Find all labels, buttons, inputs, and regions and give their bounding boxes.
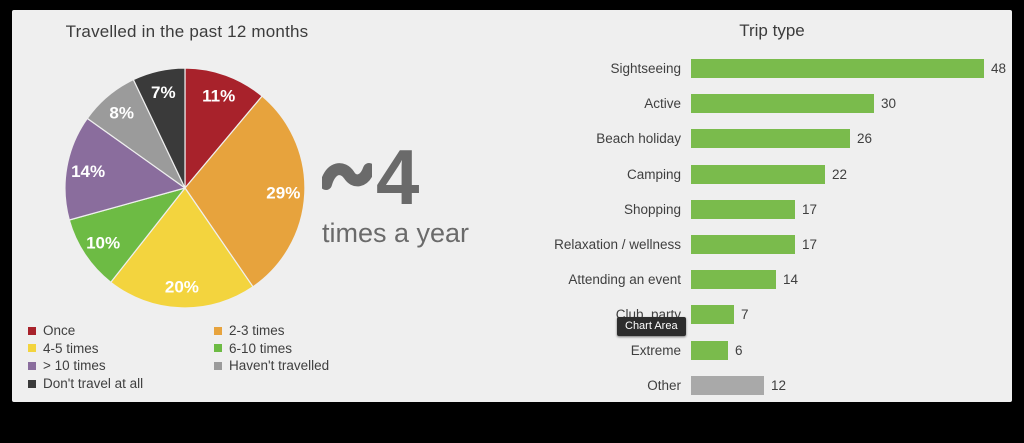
legend-label: Don't travel at all <box>43 376 144 392</box>
bar-chart: Sightseeing 48 Active 30 Beach holiday 26 Camp… <box>506 51 1012 403</box>
bar-value-label: 12 <box>771 377 787 393</box>
legend-item: 4-5 times <box>28 340 214 358</box>
bar-row: Club, party 7 <box>506 297 1012 332</box>
legend-label: 6-10 times <box>229 340 293 356</box>
bar-title: Trip type <box>739 21 805 40</box>
bar-category-label: Beach holiday <box>596 131 681 147</box>
annotation: 4 times a year <box>322 138 492 249</box>
bar-value-label: 48 <box>991 61 1007 77</box>
legend-item: Haven't travelled <box>214 357 468 375</box>
bar-row: Shopping 17 <box>506 192 1012 227</box>
bar-value-label: 14 <box>783 272 799 288</box>
legend-swatch <box>28 379 36 388</box>
bar-value-label: 7 <box>741 307 749 323</box>
pie-title: Travelled in the past 12 months <box>65 22 309 41</box>
bar-value-label: 17 <box>802 201 818 217</box>
pie-slice-0[interactable] <box>184 67 263 189</box>
pie-slice-6[interactable] <box>132 67 186 189</box>
bar-category-label: Camping <box>626 166 681 182</box>
pie-slice-3[interactable] <box>68 187 186 283</box>
pie-slice-label: 14% <box>71 162 105 181</box>
pie-slice-1[interactable] <box>184 95 306 288</box>
bar-row: Active 30 <box>506 86 1012 121</box>
approx-tilde-icon <box>322 163 372 190</box>
bar-row: Attending an event 14 <box>506 262 1012 297</box>
bar[interactable] <box>691 164 825 184</box>
legend-swatch <box>28 344 36 353</box>
bar-category-label: Active <box>644 96 681 112</box>
legend-item: Don't travel at all <box>28 375 214 393</box>
bar[interactable] <box>691 129 850 149</box>
bar-row: Extreme 6 <box>506 333 1012 368</box>
bar-value-label: 26 <box>857 131 873 147</box>
bar-value-label: 6 <box>735 342 743 358</box>
legend-swatch <box>214 326 222 335</box>
bar-category-label: Relaxation / wellness <box>554 237 681 253</box>
chart-area-tooltip: Chart Area <box>617 317 686 336</box>
bar-category-label: Extreme <box>630 342 681 358</box>
pie-slice-label: 7% <box>151 83 176 102</box>
legend-swatch <box>28 326 36 335</box>
bar[interactable] <box>691 305 734 325</box>
bar-value-label: 30 <box>881 96 897 112</box>
pie-slice-2[interactable] <box>110 187 254 309</box>
bar-category-label: Shopping <box>623 201 681 217</box>
bar[interactable] <box>691 235 795 255</box>
bar[interactable] <box>691 59 984 79</box>
pie-slice-label: 20% <box>165 277 199 296</box>
pie-slice-label: 10% <box>86 234 120 253</box>
legend-item: > 10 times <box>28 357 214 375</box>
pie-chart[interactable]: 11% 29% 20% 10% 14% 8% 7% <box>60 63 310 313</box>
bar[interactable] <box>691 375 764 395</box>
legend-swatch <box>214 344 222 353</box>
bar-row: Relaxation / wellness 17 <box>506 227 1012 262</box>
legend-item: 6-10 times <box>214 340 468 358</box>
bar[interactable] <box>691 94 874 114</box>
annotation-number-row: 4 <box>322 138 492 216</box>
pie-slice-label: 11% <box>202 87 235 106</box>
legend-item: Once <box>28 322 214 340</box>
legend-label: > 10 times <box>43 358 106 374</box>
bar-category-label: Attending an event <box>568 272 681 288</box>
annotation-number: 4 <box>376 133 420 221</box>
legend-item: 2-3 times <box>214 322 468 340</box>
bar-row: Beach holiday 26 <box>506 121 1012 156</box>
legend-swatch <box>214 361 222 370</box>
chart-panel: Travelled in the past 12 months 11% 29% 20… <box>12 10 1012 402</box>
annotation-caption: times a year <box>322 218 470 248</box>
legend-label: 4-5 times <box>43 340 99 356</box>
pie-slice-label: 29% <box>266 184 300 203</box>
pie-slice-4[interactable] <box>64 117 186 221</box>
bar-category-label: Sightseeing <box>610 61 681 77</box>
bar-row: Camping 22 <box>506 157 1012 192</box>
bar[interactable] <box>691 340 728 360</box>
bar-row: Other 12 <box>506 368 1012 403</box>
legend-label: Once <box>43 323 76 339</box>
legend-swatch <box>28 361 36 370</box>
bar-category-label: Other <box>647 377 681 393</box>
legend-label: Haven't travelled <box>229 358 330 374</box>
bar-value-label: 17 <box>802 237 818 253</box>
bar[interactable] <box>691 270 776 290</box>
pie-legend: Once 2-3 times 4-5 times 6-10 times > 10 tim… <box>28 322 468 392</box>
legend-label: 2-3 times <box>229 323 285 339</box>
bar[interactable] <box>691 199 795 219</box>
bar-row: Sightseeing 48 <box>506 51 1012 86</box>
pie-slice-label: 8% <box>109 104 134 123</box>
bar-value-label: 22 <box>832 166 848 182</box>
